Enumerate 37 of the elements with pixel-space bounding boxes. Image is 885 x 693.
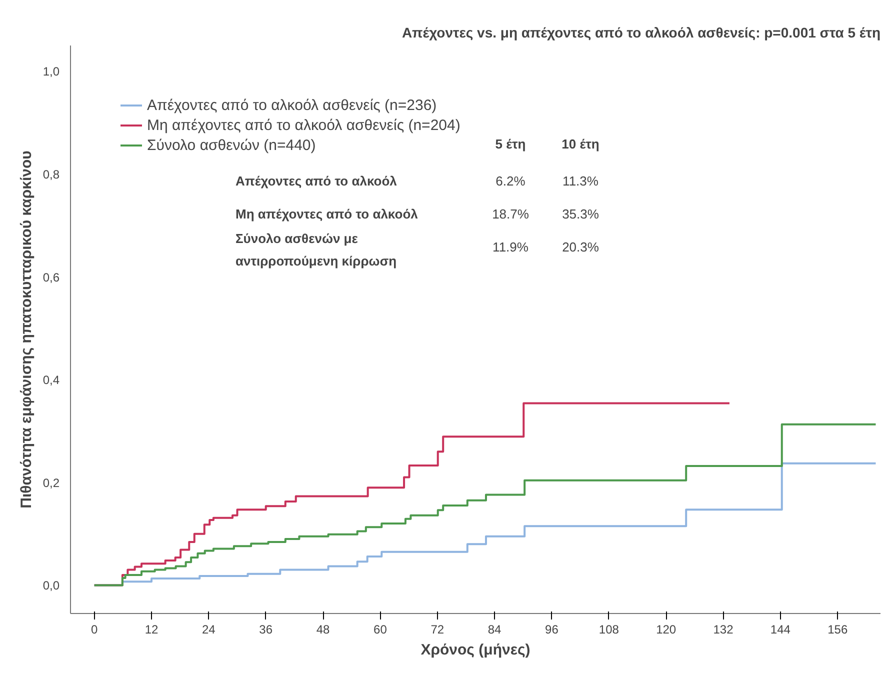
x-axis-title: Χρόνος (μήνες) [420, 642, 530, 658]
annotation: 10 έτη [562, 136, 600, 152]
annotation: 18.7% [492, 206, 530, 222]
annotation: Σύνολο ασθενών με αντιρροπούμενη κίρρωση [236, 231, 397, 268]
x-tick-label: 12 [144, 622, 158, 636]
x-tick-label: 120 [656, 622, 676, 636]
chart-title: Απέχοντες vs. μη απέχοντες από το αλκοόλ ασθενείς: p=0.001 στα 5 έτη [402, 24, 881, 40]
y-tick-label: 0,4 [42, 373, 60, 388]
x-tick-label: 132 [713, 622, 734, 636]
x-tick-label: 60 [374, 622, 388, 636]
legend-label: Σύνολο ασθενών (n=440) [147, 136, 316, 154]
x-tick-label: 156 [828, 622, 848, 636]
legend-label: Απέχοντες από το αλκοόλ ασθενείς (n=236) [147, 96, 437, 114]
annotation: Απέχοντες από το αλκοόλ [236, 174, 398, 188]
annotation: 11.9% [492, 240, 529, 254]
y-tick-label: 0,0 [42, 578, 60, 593]
annotation: 11.3% [562, 174, 599, 188]
x-tick-label: 24 [202, 622, 216, 636]
x-tick-label: 48 [316, 622, 330, 636]
x-tick-label: 0 [90, 622, 98, 636]
annotation: 5 έτη [495, 136, 526, 152]
x-tick-label: 72 [430, 622, 444, 636]
y-tick-label: 0,2 [42, 476, 60, 490]
y-axis-title: Πιθανότητα εμφάνισης ηπατοκυτταρικού καρκίνου [18, 150, 35, 508]
x-tick-label: 36 [259, 622, 273, 636]
annotation: 6.2% [496, 174, 526, 188]
x-tick-label: 144 [770, 622, 791, 636]
x-tick-label: 96 [545, 622, 559, 636]
x-tick-label: 108 [598, 622, 620, 636]
y-tick-label: 1,0 [42, 64, 60, 79]
x-tick-label: 84 [488, 622, 502, 636]
annotation: 20.3% [562, 240, 600, 254]
annotation: Μη απέχοντες από το αλκοόλ [236, 206, 419, 222]
y-tick-label: 0,6 [42, 270, 60, 284]
legend-label: Μη απέχοντες από το αλκοόλ ασθενείς (n=204) [147, 116, 460, 134]
y-tick-label: 0,8 [42, 168, 60, 182]
annotation: 35.3% [562, 206, 600, 222]
